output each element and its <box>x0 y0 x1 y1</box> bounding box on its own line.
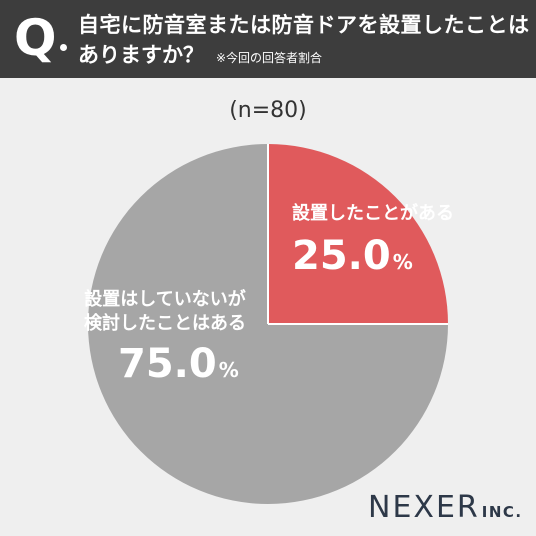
question-mark: Q <box>14 9 57 67</box>
sample-size-label: (n=80) <box>229 98 307 123</box>
slice-label-no: 設置はしていないが 検討したことはある <box>70 288 260 336</box>
question-line-2: ありますか？ ※今回の回答者割合 <box>78 42 322 71</box>
nexer-logo: NEXER INC. <box>368 490 523 525</box>
slice-label-yes: 設置したことがある <box>292 203 454 224</box>
slice-percent-no: 75.0% <box>118 340 239 394</box>
slice-unit-yes: % <box>392 250 413 274</box>
slice-value-no: 75.0 <box>118 341 217 387</box>
logo-main: NEXER <box>368 490 480 525</box>
question-dot <box>60 44 67 51</box>
slice-unit-no: % <box>218 358 239 382</box>
slice-value-yes: 25.0 <box>292 233 391 279</box>
logo-suffix: INC. <box>481 503 523 521</box>
question-header: Q 自宅に防音室または防音ドアを設置したことは ありますか？ ※今回の回答者割合 <box>0 0 536 78</box>
slice-percent-yes: 25.0% <box>292 232 413 286</box>
question-line-2-text: ありますか？ <box>78 43 204 67</box>
slice-label-no-line-1: 設置はしていないが <box>84 289 246 310</box>
question-line-1: 自宅に防音室または防音ドアを設置したことは <box>78 13 530 37</box>
respondent-note: ※今回の回答者割合 <box>216 51 323 65</box>
slice-label-no-line-2: 検討したことはある <box>84 313 246 334</box>
pie-slice-yes <box>268 144 448 324</box>
